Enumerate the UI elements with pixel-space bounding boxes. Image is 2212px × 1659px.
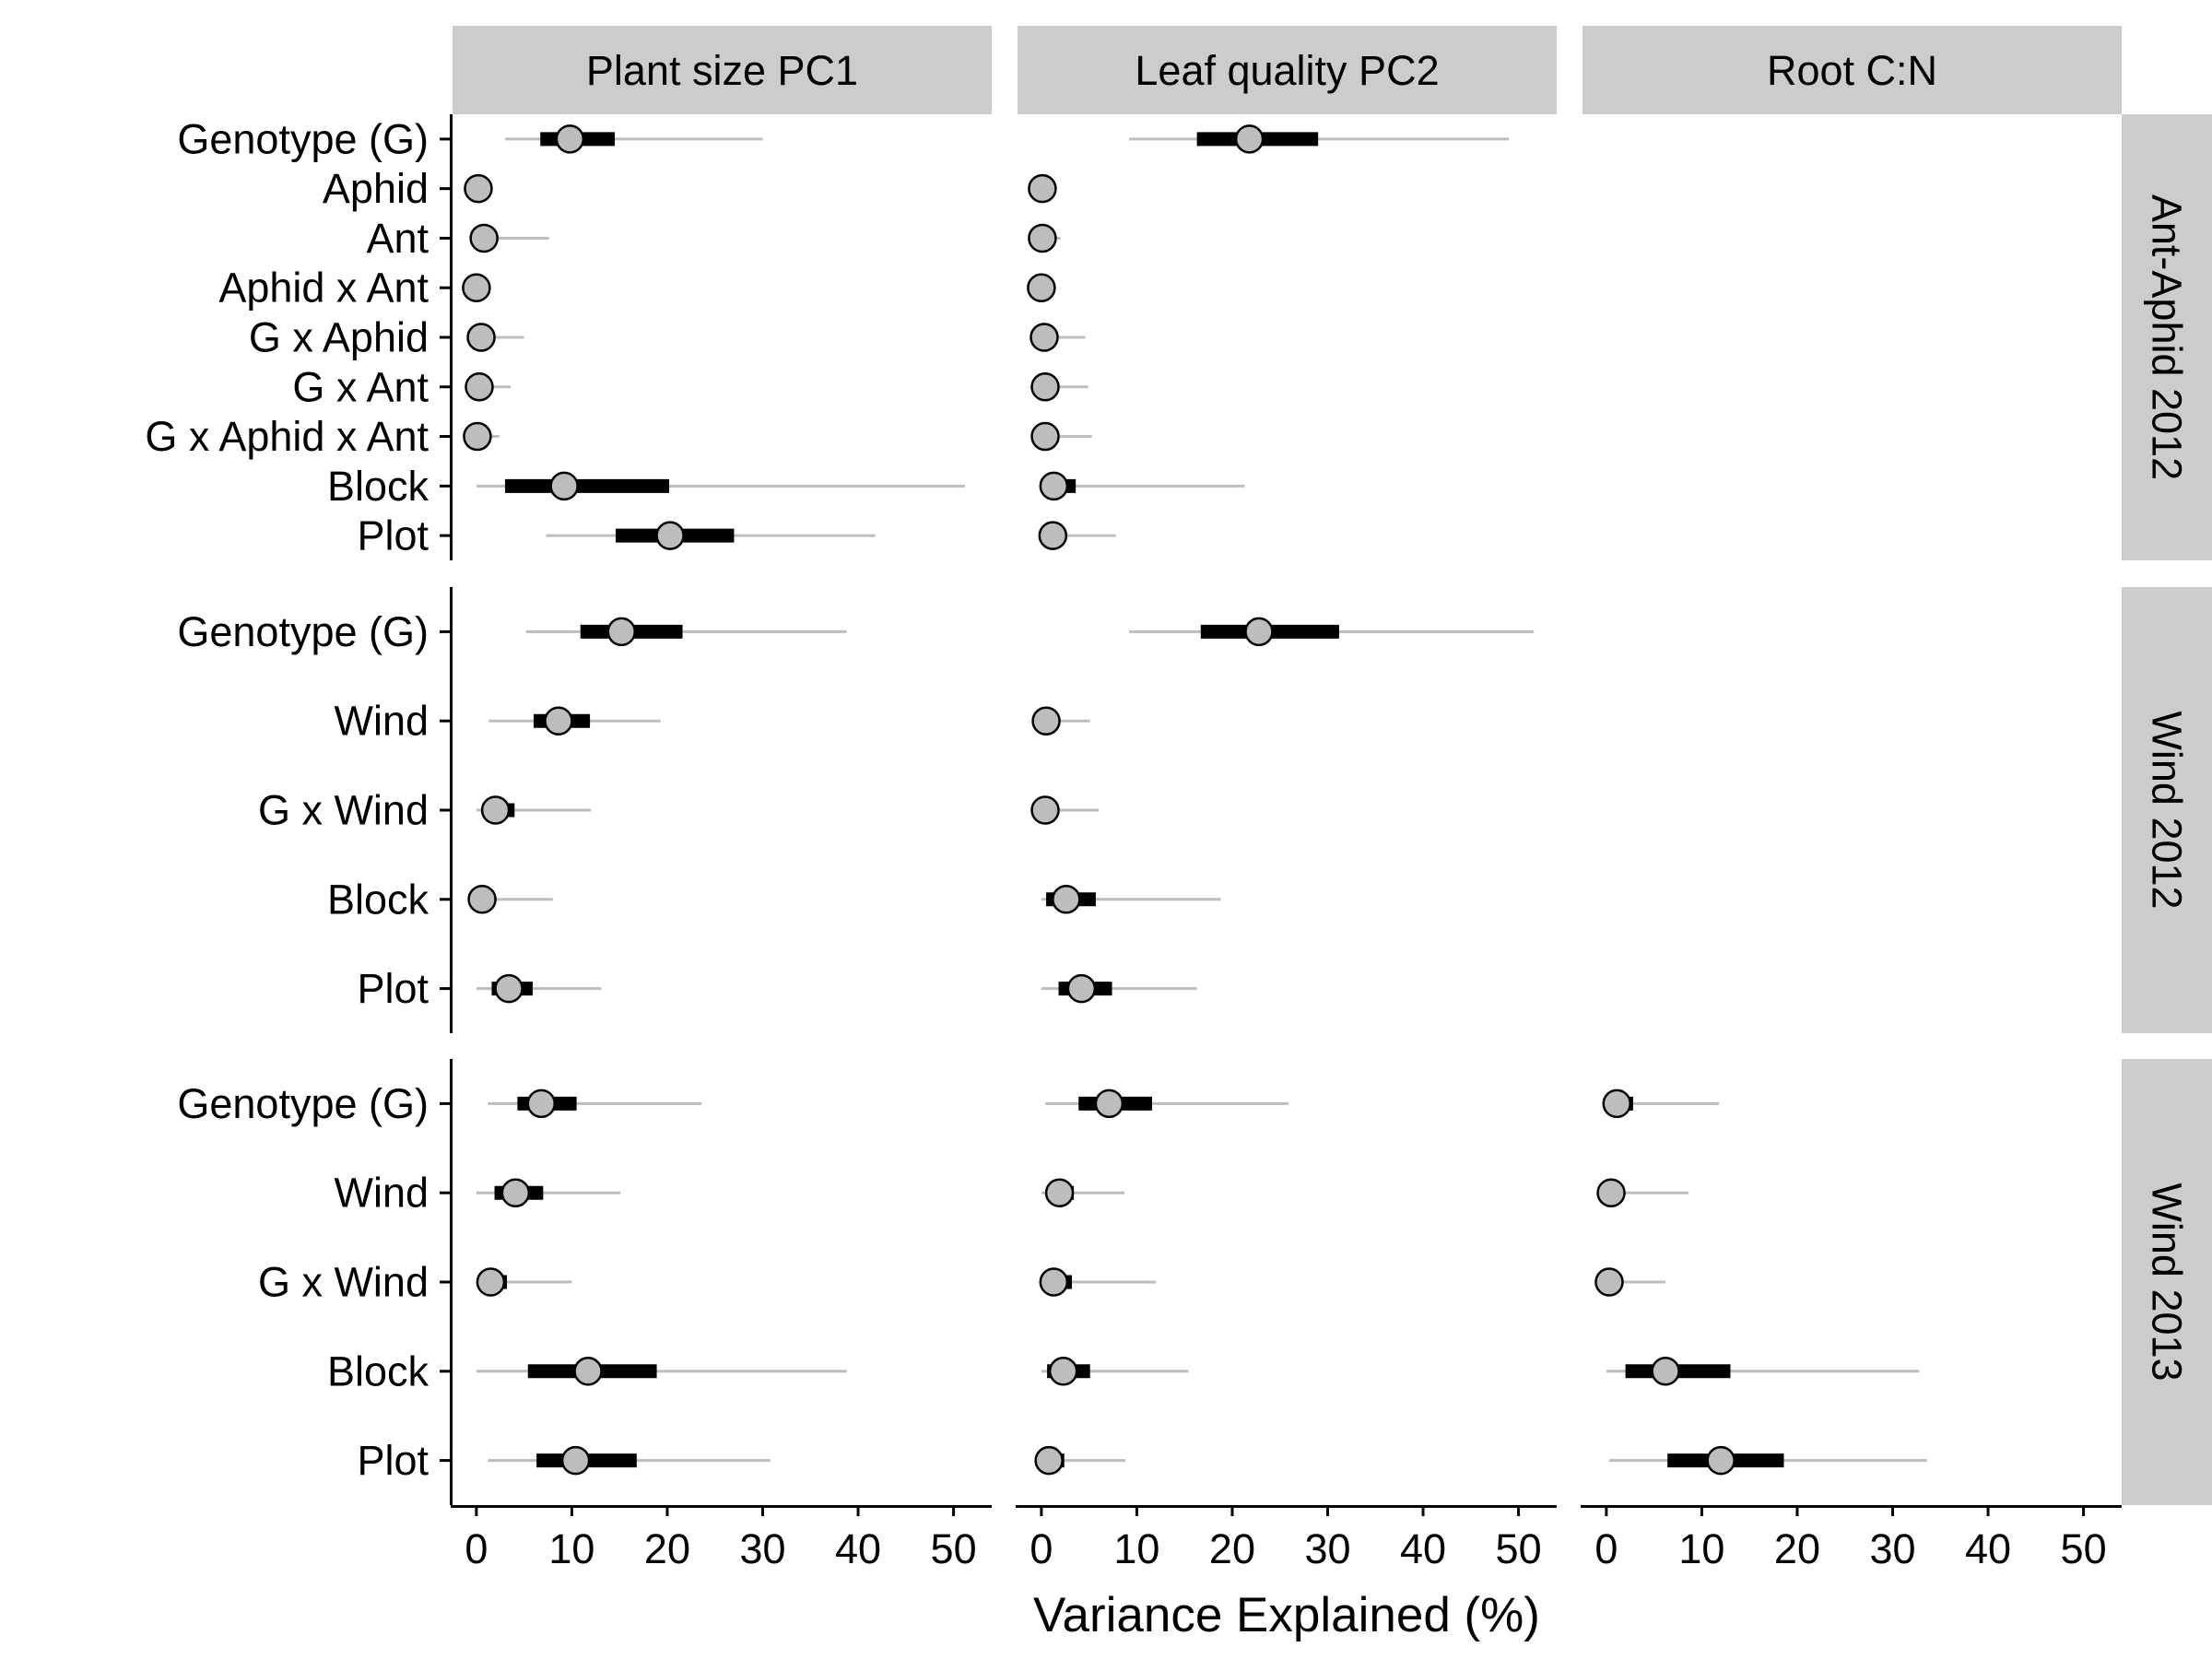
x-tick-label: 40 xyxy=(1400,1525,1446,1572)
median-point-genotype-g xyxy=(606,617,637,647)
x-tick-label: 50 xyxy=(2061,1525,2107,1572)
row-strip-label: Wind 2012 xyxy=(2144,711,2191,909)
y-term-label: Block xyxy=(327,463,429,510)
column-strip-plant-size: Plant size PC1 xyxy=(453,26,992,114)
x-tick-label: 50 xyxy=(931,1525,977,1572)
y-term-label: Genotype (G) xyxy=(177,608,429,655)
median-point-g-x-aphid-x-ant xyxy=(463,421,492,452)
x-tick-label: 0 xyxy=(1030,1525,1053,1572)
median-point-wind xyxy=(500,1178,531,1207)
median-point-aphid-x-ant xyxy=(462,273,491,302)
y-term-label: Genotype (G) xyxy=(177,1080,429,1127)
y-term-label: Genotype (G) xyxy=(177,115,429,162)
median-point-aphid-x-ant xyxy=(1027,273,1056,302)
x-tick-label: 50 xyxy=(1496,1525,1542,1572)
median-point-genotype-g xyxy=(526,1088,557,1119)
median-point-ant xyxy=(1028,223,1057,253)
median-point-wind xyxy=(1031,706,1061,735)
y-term-label: G x Ant xyxy=(292,363,429,410)
median-point-g-x-wind xyxy=(476,1267,506,1297)
median-point-g-x-ant xyxy=(465,372,494,402)
median-point-g-x-wind xyxy=(480,795,511,825)
median-point-block xyxy=(549,471,579,501)
x-tick-label: 40 xyxy=(1965,1525,2011,1572)
row-strip-ant-aphid-2012: Ant-Aphid 2012 xyxy=(2122,114,2212,560)
median-point-plot xyxy=(494,973,524,1004)
y-term-label: Plot xyxy=(357,512,429,559)
median-point-g-x-wind xyxy=(1030,795,1060,825)
y-term-label: G x Aphid xyxy=(249,314,429,361)
median-point-block xyxy=(467,885,497,914)
median-point-g-x-aphid-x-ant xyxy=(1030,421,1060,452)
marks-layer xyxy=(462,124,1927,1476)
median-point-block xyxy=(1048,1357,1078,1386)
x-tick-label: 20 xyxy=(644,1525,690,1572)
y-term-label: Aphid xyxy=(323,165,429,212)
median-point-block xyxy=(573,1357,603,1386)
median-point-g-x-ant xyxy=(1030,372,1060,402)
x-tick-label: 30 xyxy=(1304,1525,1350,1572)
median-point-g-x-aphid xyxy=(1030,323,1059,352)
x-tick-label: 20 xyxy=(1774,1525,1820,1572)
row-strip-wind-2013: Wind 2013 xyxy=(2122,1059,2212,1505)
row-strip-label: Ant-Aphid 2012 xyxy=(2144,194,2191,480)
median-point-aphid xyxy=(1028,173,1057,204)
y-term-label: Aphid x Ant xyxy=(218,265,429,312)
x-tick-label: 30 xyxy=(739,1525,785,1572)
x-tick-label: 10 xyxy=(1113,1525,1159,1572)
median-point-g-x-aphid xyxy=(466,323,496,352)
column-strip-root-cn: Root C:N xyxy=(1583,26,2122,114)
column-strip-leaf-quality: Leaf quality PC2 xyxy=(1018,26,1557,114)
median-point-genotype-g xyxy=(1602,1088,1632,1119)
median-point-g-x-wind xyxy=(1594,1267,1624,1297)
median-point-plot xyxy=(655,521,685,550)
x-axis-title: Variance Explained (%) xyxy=(1033,1588,1540,1642)
median-point-ant xyxy=(469,223,499,253)
median-point-block xyxy=(1039,471,1069,501)
x-tick-label: 0 xyxy=(465,1525,488,1572)
y-term-label: Plot xyxy=(357,965,429,1012)
x-tick-label: 10 xyxy=(548,1525,594,1572)
axes-layer: 0 10 20 30 40 50 0 10 20 30 40 50 0 10 20 30 40 50 Genotyp… xyxy=(145,114,2122,1572)
y-term-label: Block xyxy=(327,876,429,923)
median-point-g-x-wind xyxy=(1039,1267,1069,1297)
median-point-plot xyxy=(560,1445,591,1476)
x-tick-label: 30 xyxy=(1869,1525,1915,1572)
median-point-wind xyxy=(544,706,573,735)
row-strip-wind-2012: Wind 2012 xyxy=(2122,587,2212,1033)
y-term-label: Plot xyxy=(357,1437,429,1484)
y-term-label: Wind xyxy=(334,698,429,745)
median-point-plot xyxy=(1066,973,1097,1004)
median-point-genotype-g xyxy=(1244,617,1274,647)
column-strip-label: Root C:N xyxy=(1767,47,1937,94)
column-strip-label: Plant size PC1 xyxy=(586,47,858,94)
y-term-label: G x Wind xyxy=(258,1259,429,1306)
y-term-label: Wind xyxy=(334,1170,429,1217)
median-point-plot xyxy=(1034,1445,1064,1476)
median-point-plot xyxy=(1706,1445,1735,1476)
median-point-wind xyxy=(1044,1178,1075,1207)
y-term-label: Block xyxy=(327,1347,429,1394)
median-point-block xyxy=(1052,885,1081,914)
row-strip-label: Wind 2013 xyxy=(2144,1182,2191,1381)
y-term-label: G x Wind xyxy=(258,787,429,834)
median-point-genotype-g xyxy=(1094,1088,1124,1119)
y-term-label: Ant xyxy=(366,215,429,262)
x-tick-label: 40 xyxy=(835,1525,881,1572)
median-point-block xyxy=(1651,1357,1680,1386)
median-point-plot xyxy=(1038,521,1068,550)
x-tick-label: 10 xyxy=(1678,1525,1724,1572)
x-tick-label: 20 xyxy=(1209,1525,1255,1572)
column-strip-label: Leaf quality PC2 xyxy=(1135,47,1439,94)
median-point-aphid xyxy=(464,173,493,204)
median-point-wind xyxy=(1596,1178,1626,1207)
median-point-genotype-g xyxy=(555,124,585,154)
median-point-genotype-g xyxy=(1234,124,1265,154)
x-tick-label: 0 xyxy=(1594,1525,1618,1572)
y-term-label: G x Aphid x Ant xyxy=(145,413,429,460)
